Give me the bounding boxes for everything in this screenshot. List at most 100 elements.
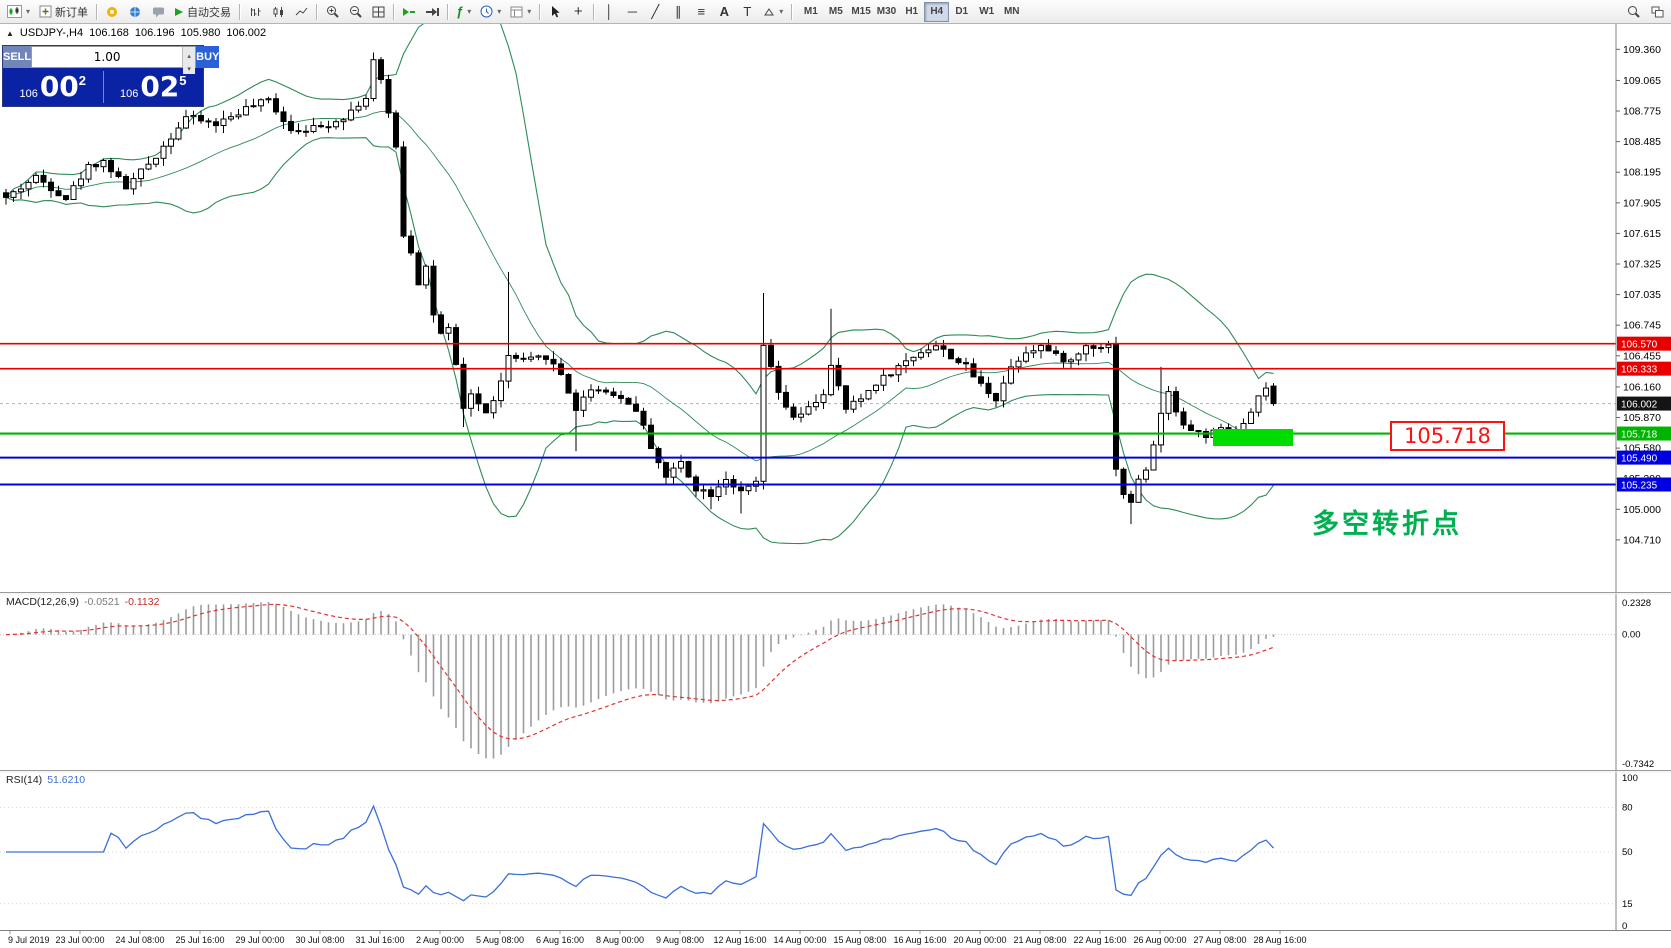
price-callout[interactable]: 105.718 [1390, 421, 1505, 451]
price-axis-label: 104.710 [1623, 534, 1661, 546]
price-axis-label: 107.905 [1623, 197, 1661, 209]
tf-mn-button[interactable]: MN [999, 2, 1024, 22]
line-chart-button[interactable] [290, 2, 312, 22]
rsi-scale-label: 50 [1622, 847, 1633, 858]
volume-input[interactable] [32, 47, 183, 67]
cursor-button[interactable] [544, 2, 566, 22]
bar-chart-icon [250, 7, 261, 16]
date-label: 15 Aug 08:00 [833, 935, 886, 945]
candlestick-icon [273, 6, 283, 17]
new-order-button[interactable]: 新订单 [35, 2, 92, 22]
date-label: 2 Aug 00:00 [416, 935, 464, 945]
volume-decrease-button[interactable] [183, 60, 196, 74]
text-tool-button[interactable]: A [713, 2, 735, 22]
toolbar-separator [539, 3, 541, 20]
toolbar-right [1622, 2, 1668, 22]
zoom-in-button[interactable] [321, 2, 343, 22]
indicators-button[interactable]: ƒ [452, 2, 475, 22]
tf-w1-button[interactable]: W1 [974, 2, 999, 22]
date-label: 24 Jul 08:00 [115, 935, 164, 945]
templates-button[interactable] [506, 2, 535, 22]
rsi-scale-label: 100 [1622, 773, 1638, 784]
price-divider [102, 71, 104, 103]
price-badge-105.718: 105.718 [1617, 426, 1671, 441]
tf-h1-button[interactable]: H1 [899, 2, 924, 22]
text-label-button[interactable]: T [736, 2, 758, 22]
tf-d1-button[interactable]: D1 [949, 2, 974, 22]
date-label: 16 Aug 16:00 [893, 935, 946, 945]
horizontal-line-button[interactable]: ─ [621, 2, 643, 22]
search-button[interactable] [1622, 2, 1644, 22]
sell-price[interactable]: 106 00 2 [3, 68, 103, 106]
toolbar-separator [447, 3, 449, 20]
macd-histogram [12, 601, 1275, 759]
ohlc-close: 106.002 [226, 27, 267, 39]
trendline-button[interactable]: ╱ [644, 2, 666, 22]
price-axis-label: 107.035 [1623, 289, 1661, 301]
auto-scroll-icon [403, 7, 416, 16]
tf-m5-button[interactable]: M5 [823, 2, 848, 22]
price-badge-105.490: 105.490 [1617, 450, 1671, 465]
buy-fraction: 5 [179, 73, 187, 88]
highlight-rect[interactable] [1213, 429, 1293, 446]
sell-pips: 00 [39, 70, 79, 103]
line-chart-icon [295, 7, 307, 15]
search-icon [1627, 6, 1640, 18]
bar-chart-button[interactable] [244, 2, 266, 22]
auto-scroll-button[interactable] [398, 2, 420, 22]
community-button[interactable] [124, 2, 146, 22]
date-label: 6 Aug 16:00 [536, 935, 584, 945]
channel-button[interactable]: ∥ [667, 2, 689, 22]
candlestick-chart-button[interactable] [267, 2, 289, 22]
autotrading-button[interactable]: 自动交易 [170, 2, 235, 22]
tf-h4-button[interactable]: H4 [924, 1, 950, 22]
price-axis-label: 105.000 [1623, 504, 1661, 516]
macd-scale-label: 0.2328 [1622, 598, 1651, 609]
price-axis-label: 108.775 [1623, 106, 1661, 118]
volume-increase-button[interactable] [183, 47, 196, 61]
macd-signal-line [5, 603, 1274, 740]
toolbar-separator [316, 3, 318, 20]
tile-windows-icon [372, 6, 385, 17]
price-axis-label: 106.745 [1623, 320, 1661, 332]
channel-icon: ∥ [675, 4, 682, 19]
toolbar-separator [791, 3, 793, 20]
chart-ohlc-header: ▲ USDJPY-,H4 106.168 106.196 105.980 106… [6, 27, 266, 39]
tf-m1-button[interactable]: M1 [798, 2, 823, 22]
buy-price[interactable]: 106 02 5 [104, 68, 204, 106]
date-label: 21 Aug 08:00 [1013, 935, 1066, 945]
chat-button[interactable] [147, 2, 169, 22]
vertical-line-icon: │ [605, 4, 614, 19]
shapes-button[interactable] [759, 2, 787, 22]
ohlc-open: 106.168 [89, 27, 129, 39]
rsi-scale-label: 80 [1622, 803, 1633, 814]
trade-controls-row: SELL BUY [3, 46, 220, 74]
fibonacci-button[interactable]: ≡ [690, 2, 712, 22]
zoom-out-button[interactable] [344, 2, 366, 22]
price-axis-label: 106.160 [1623, 381, 1661, 393]
text-label-icon: T [743, 4, 752, 19]
chart-shift-button[interactable] [421, 2, 443, 22]
buy-button[interactable]: BUY [196, 46, 220, 68]
symbol-direction-icon: ▲ [6, 28, 14, 38]
tf-m30-button[interactable]: M30 [874, 2, 899, 22]
date-label: 23 Jul 00:00 [55, 935, 104, 945]
date-label: 5 Aug 08:00 [476, 935, 524, 945]
window-layout-button[interactable] [1646, 2, 1668, 22]
vertical-line-button[interactable]: │ [598, 2, 620, 22]
tile-windows-button[interactable] [367, 2, 389, 22]
chat-icon [152, 7, 164, 17]
note-text[interactable]: 多空转折点 [1312, 509, 1462, 539]
tf-m15-button[interactable]: M15 [848, 2, 873, 22]
crosshair-button[interactable]: + [567, 2, 589, 22]
sell-button[interactable]: SELL [3, 46, 32, 68]
window-layout-icon [1651, 6, 1663, 17]
template-icon [510, 6, 523, 17]
new-chart-button[interactable] [3, 2, 34, 22]
periods-button[interactable] [476, 2, 505, 22]
buy-big-figure: 106 [119, 88, 139, 100]
alerts-button[interactable] [101, 2, 123, 22]
macd-main-value: -0.0521 [83, 596, 120, 608]
candles[interactable] [3, 52, 1277, 525]
